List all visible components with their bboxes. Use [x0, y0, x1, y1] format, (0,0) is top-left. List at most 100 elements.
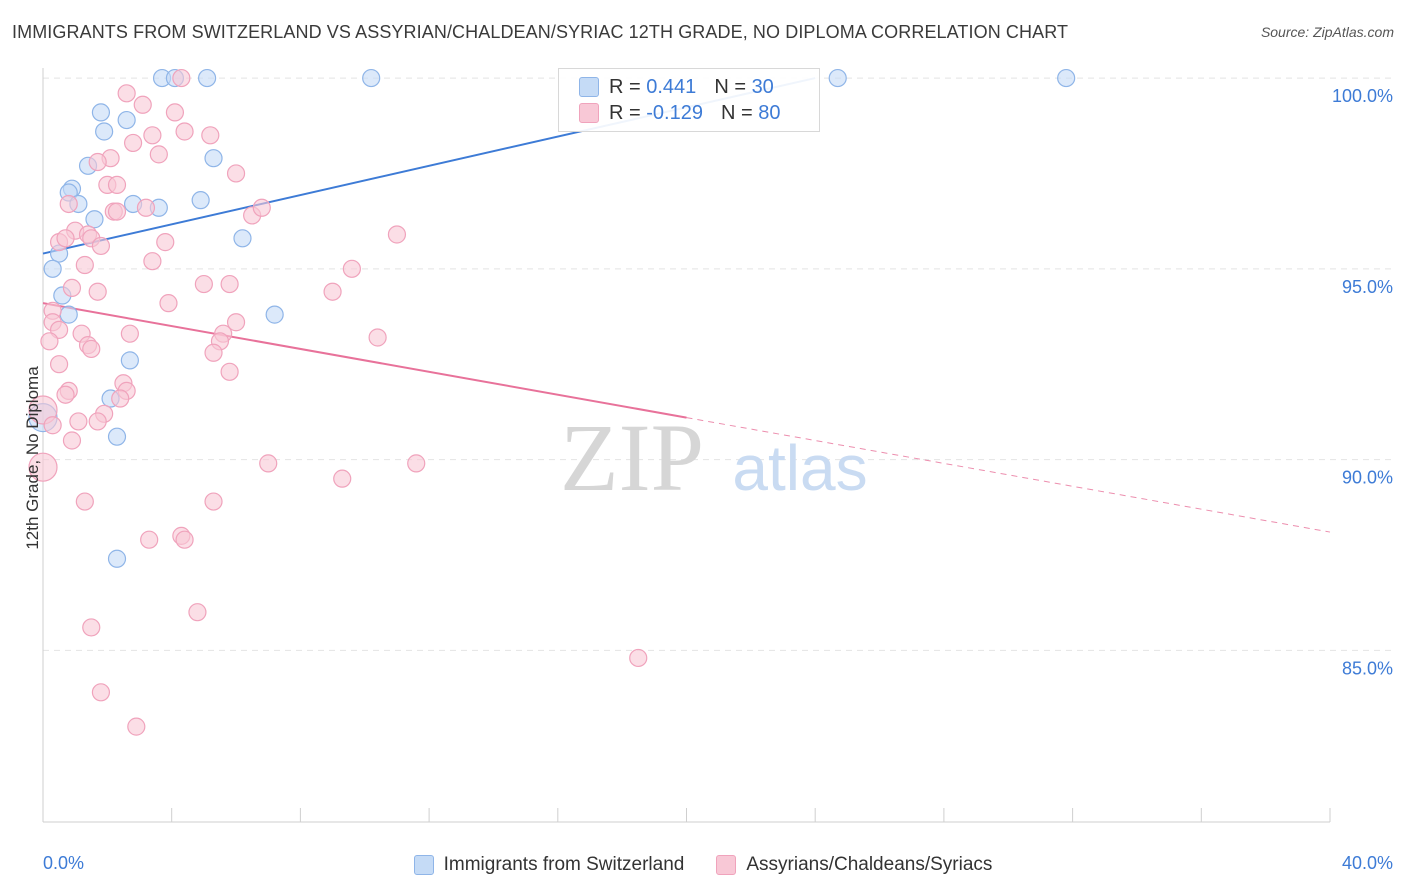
- data-point-assyrian: [407, 454, 426, 473]
- legend-swatch-blue: [413, 855, 434, 875]
- data-point-assyrian: [82, 618, 101, 637]
- data-point-assyrian: [117, 84, 136, 103]
- y-tick-label: 85.0%: [1342, 658, 1393, 678]
- r-value: 0.441: [646, 75, 697, 98]
- data-point-switzerland: [43, 259, 62, 278]
- data-point-assyrian: [368, 328, 387, 347]
- data-point-assyrian: [188, 603, 207, 622]
- data-point-assyrian: [120, 324, 139, 343]
- data-point-assyrian: [49, 355, 69, 374]
- data-point-switzerland: [191, 191, 210, 210]
- trend-line-1: [42, 302, 687, 419]
- data-point-assyrian: [75, 255, 94, 275]
- data-point-switzerland: [59, 305, 78, 324]
- data-point-assyrian: [62, 431, 82, 450]
- gridlines: [43, 77, 1393, 651]
- data-point-assyrian: [172, 68, 191, 88]
- r-label: R =: [609, 75, 641, 98]
- data-point-switzerland: [120, 351, 139, 370]
- data-point-assyrian: [28, 452, 58, 482]
- data-point-assyrian: [252, 198, 271, 217]
- data-point-assyrian: [175, 122, 194, 141]
- data-point-assyrian: [56, 385, 75, 404]
- r-value: -0.129: [646, 101, 703, 124]
- y-tick-label: 100.0%: [1332, 86, 1393, 106]
- watermark-atlas: atlas: [732, 432, 867, 504]
- legend-item-switzerland[interactable]: Immigrants from Switzerland: [413, 854, 685, 876]
- data-point-assyrian: [69, 412, 88, 431]
- data-point-assyrian: [123, 133, 143, 153]
- x-tick-labels: 0.0% 40.0%: [43, 853, 1393, 873]
- chart-title: IMMIGRANTS FROM SWITZERLAND VS ASSYRIAN/…: [12, 22, 1069, 42]
- r-label: R =: [609, 101, 641, 124]
- data-point-assyrian: [88, 282, 107, 301]
- data-point-assyrian: [226, 313, 246, 332]
- data-point-assyrian: [220, 362, 239, 381]
- data-point-switzerland: [233, 229, 252, 248]
- data-points: [28, 68, 1076, 736]
- data-point-switzerland: [197, 68, 217, 88]
- data-point-assyrian: [220, 274, 239, 294]
- data-point-assyrian: [136, 198, 156, 217]
- data-point-assyrian: [133, 95, 152, 114]
- legend-swatch-pink: [579, 103, 599, 123]
- n-value: 80: [758, 101, 781, 124]
- data-point-assyrian: [156, 233, 175, 252]
- n-label: N =: [714, 75, 746, 98]
- data-point-assyrian: [111, 389, 130, 408]
- y-axis-label: 12th Grade, No Diploma: [23, 366, 42, 550]
- data-point-assyrian: [165, 103, 185, 122]
- data-point-switzerland: [117, 110, 136, 130]
- data-point-assyrian: [91, 236, 111, 256]
- data-point-switzerland: [85, 210, 104, 229]
- data-point-switzerland: [204, 149, 223, 168]
- data-point-assyrian: [88, 152, 107, 172]
- data-point-switzerland: [95, 122, 114, 141]
- data-point-assyrian: [127, 717, 146, 736]
- legend-label: Assyrians/Chaldeans/Syriacs: [746, 854, 993, 875]
- data-point-assyrian: [333, 469, 352, 488]
- data-point-assyrian: [59, 194, 78, 214]
- data-point-assyrian: [40, 332, 59, 351]
- data-point-switzerland: [1057, 68, 1076, 88]
- data-point-assyrian: [143, 126, 162, 145]
- legend-swatch-blue: [579, 77, 599, 97]
- data-point-switzerland: [91, 103, 111, 122]
- data-point-assyrian: [88, 412, 107, 431]
- data-point-assyrian: [226, 164, 246, 183]
- data-point-assyrian: [204, 343, 223, 362]
- data-point-assyrian: [140, 530, 159, 549]
- data-point-assyrian: [323, 282, 342, 301]
- stats-row-assyrian: R = -0.129 N = 80: [579, 101, 780, 125]
- data-point-assyrian: [56, 229, 75, 248]
- legend-label: Immigrants from Switzerland: [443, 854, 685, 875]
- data-point-assyrian: [82, 339, 101, 359]
- x-tick-label-left: 0.0%: [43, 853, 84, 873]
- data-point-assyrian: [143, 252, 162, 271]
- axes: [42, 68, 1331, 823]
- watermark: ZIP atlas: [560, 404, 868, 511]
- y-tick-labels: 100.0% 95.0% 90.0% 85.0%: [1332, 86, 1393, 678]
- data-point-assyrian: [107, 175, 127, 194]
- x-tick-label-right: 40.0%: [1342, 853, 1393, 873]
- data-point-assyrian: [629, 648, 648, 668]
- data-point-assyrian: [159, 294, 178, 313]
- data-point-switzerland: [107, 549, 127, 568]
- legend-item-assyrian[interactable]: Assyrians/Chaldeans/Syriacs: [716, 854, 992, 876]
- y-tick-label: 90.0%: [1342, 468, 1393, 488]
- y-tick-label: 95.0%: [1342, 277, 1393, 297]
- data-point-assyrian: [62, 278, 82, 297]
- data-point-switzerland: [107, 427, 127, 446]
- data-point-switzerland: [828, 68, 847, 88]
- data-point-assyrian: [175, 530, 194, 549]
- legend-swatch-pink: [716, 855, 737, 875]
- stats-row-switzerland: R = 0.441 N = 30: [579, 75, 774, 99]
- data-point-assyrian: [75, 492, 94, 511]
- data-point-switzerland: [362, 68, 381, 88]
- source-label: Source: ZipAtlas.com: [1260, 24, 1394, 40]
- data-point-assyrian: [107, 202, 127, 221]
- data-point-assyrian: [259, 454, 278, 473]
- stats-legend: R = 0.441 N = 30 R = -0.129 N = 80: [558, 68, 820, 132]
- data-point-assyrian: [387, 225, 407, 244]
